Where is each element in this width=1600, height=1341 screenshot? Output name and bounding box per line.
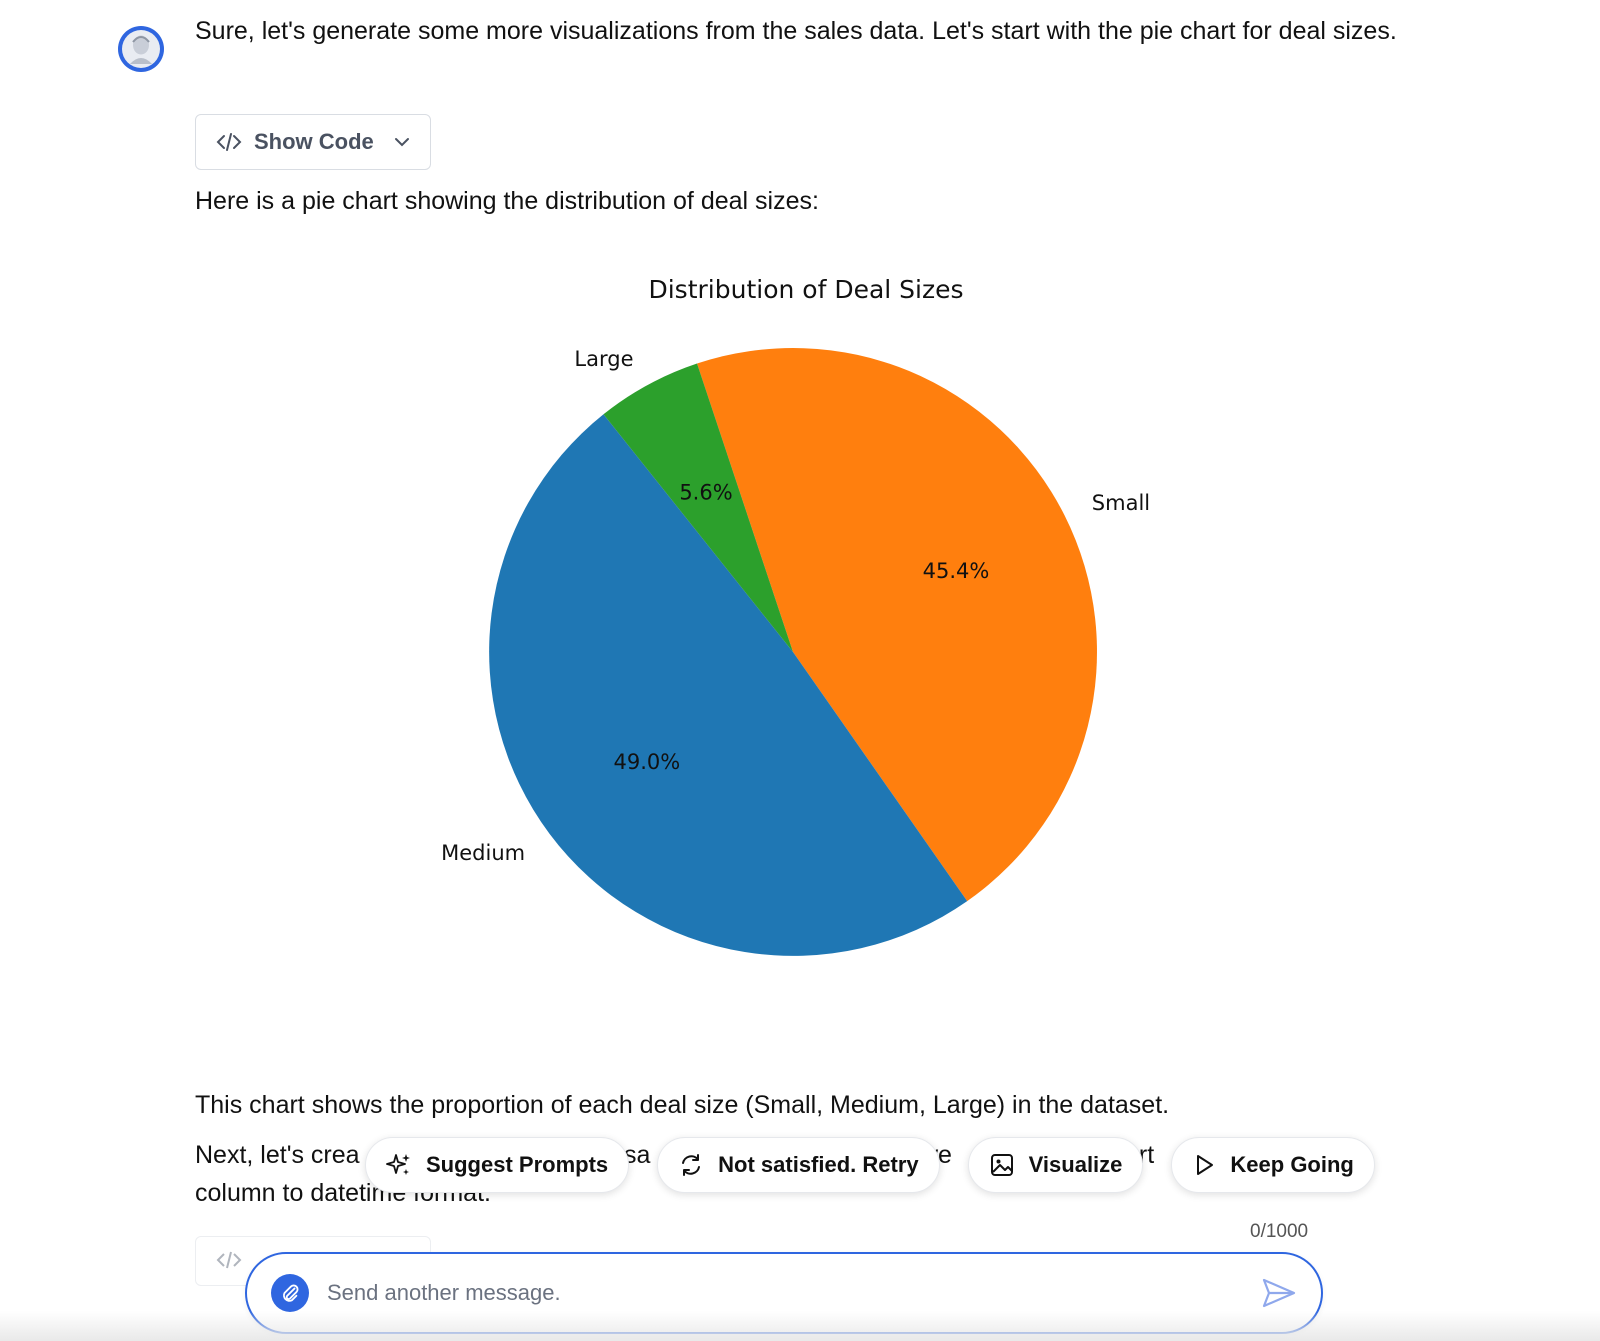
chart-lead-text: Here is a pie chart showing the distribu… [195,187,819,215]
play-icon [1197,1155,1214,1175]
retry-label: Not satisfied. Retry [718,1152,919,1177]
character-counter: 0/1000 [1250,1221,1309,1242]
message-input[interactable] [325,1279,1245,1307]
show-code-label: Show Code [254,129,374,154]
send-icon [1262,1278,1296,1308]
keep-going-label: Keep Going [1230,1152,1354,1177]
pie-slice-small [697,348,1097,902]
next-step-fragment-1: Next, let's crea [195,1141,360,1169]
chart-title: Distribution of Deal Sizes [648,275,963,304]
suggest-prompts-label: Suggest Prompts [426,1152,609,1177]
pie-slice-large [603,363,793,652]
send-button[interactable] [1261,1277,1297,1309]
pie-percent-label-small: 45.4% [923,559,990,583]
retry-button[interactable]: Not satisfied. Retry [657,1137,940,1193]
assistant-avatar [118,26,164,72]
pie-slice-medium [489,414,968,956]
paperclip-icon [283,1284,299,1302]
attach-button[interactable] [271,1274,309,1312]
image-icon [990,1154,1013,1176]
show-code-button[interactable]: Show Code [195,114,431,170]
pie-category-label-large: Large [574,347,633,371]
chevron-down-icon [395,138,409,147]
sparkle-icon [386,1154,410,1175]
suggestion-bar: Suggest Prompts Not satisfied. Retry Vis… [365,1137,1375,1195]
pie-category-label-small: Small [1092,491,1150,515]
code-icon [216,133,242,151]
pie-chart: Distribution of Deal Sizes 45.4% Small 49.… [441,275,1150,956]
retry-icon [682,1154,701,1176]
code-icon [216,1251,242,1269]
assistant-message-intro: Sure, let's generate some more visualiza… [195,17,1397,45]
pie-percent-label-medium: 49.0% [614,750,681,774]
avatar-bust-icon [122,30,160,68]
pie-percent-label-large: 5.6% [679,481,732,505]
visualize-button[interactable]: Visualize [967,1137,1144,1193]
suggest-prompts-button[interactable]: Suggest Prompts [365,1137,630,1193]
pie-category-label-medium: Medium [441,841,525,865]
chart-summary-text: This chart shows the proportion of each … [195,1091,1170,1119]
visualize-label: Visualize [1028,1152,1123,1177]
bottom-edge-fade [0,1311,1600,1341]
keep-going-button[interactable]: Keep Going [1171,1137,1375,1193]
